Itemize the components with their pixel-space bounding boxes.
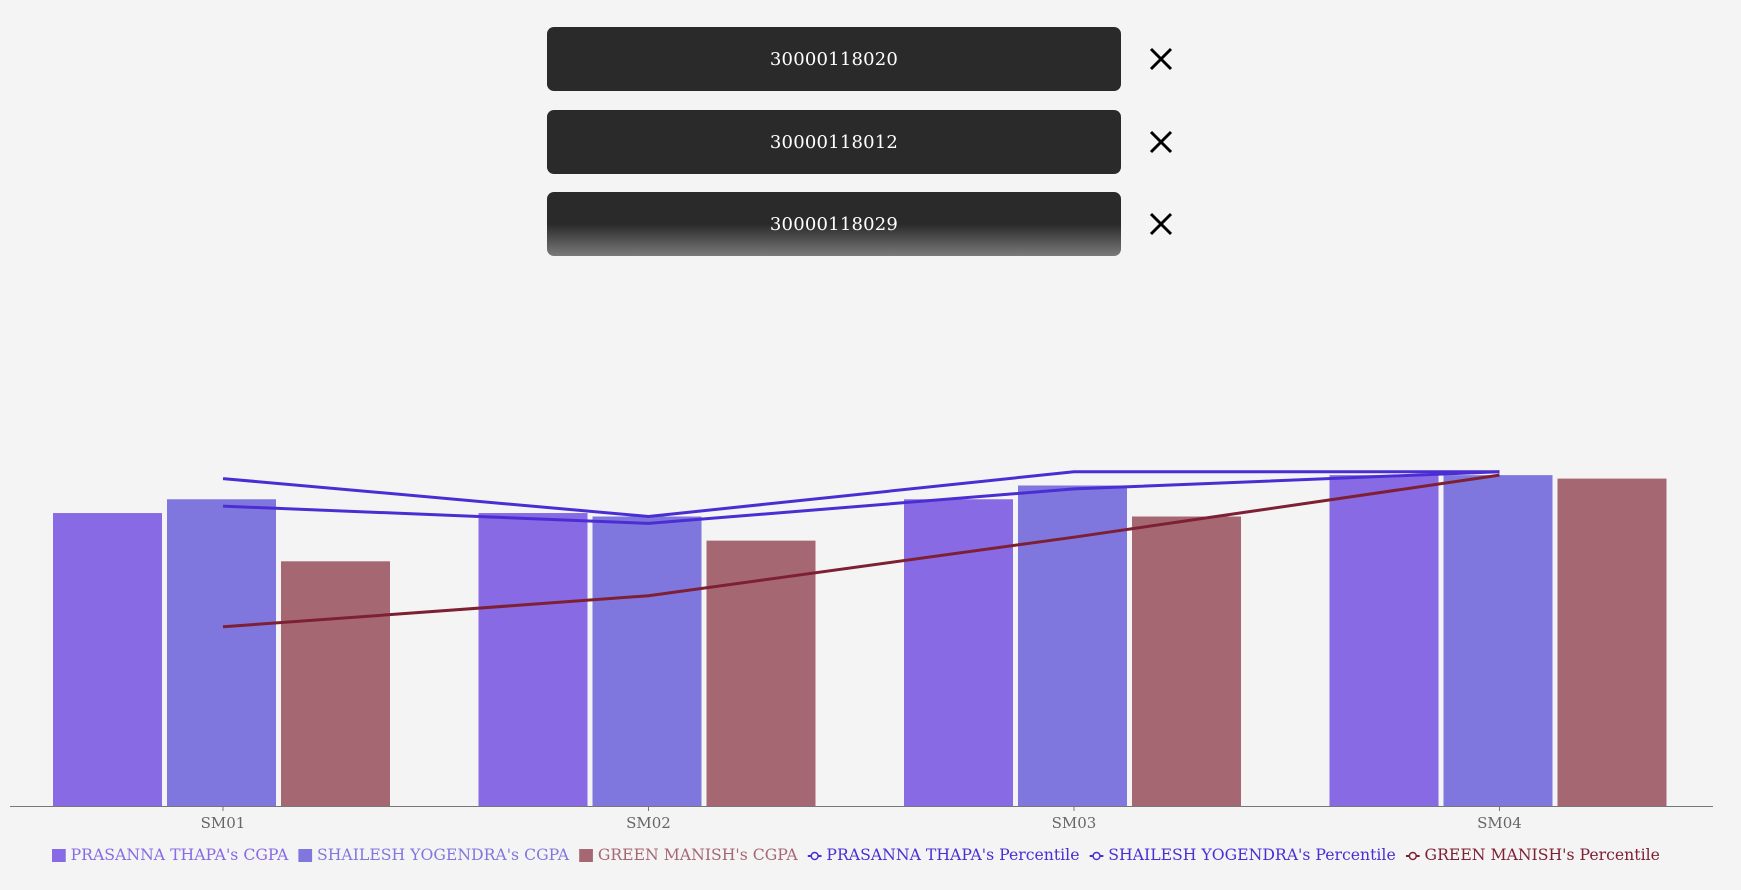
x-tick-label: SM03 [1052, 814, 1097, 832]
percentile-line-2 [222, 470, 1500, 525]
student-id-field[interactable]: 30000118020 [547, 27, 1121, 91]
bar-1-sm03 [904, 499, 1013, 806]
x-tick-label: SM04 [1477, 814, 1522, 832]
legend-label: PRASANNA THAPA's CGPA [71, 845, 289, 864]
id-row-1: 30000118020 [547, 27, 1187, 91]
legend-swatch [52, 849, 66, 862]
legend-label: PRASANNA THAPA's Percentile [826, 845, 1079, 864]
legend-marker [1408, 851, 1417, 861]
close-icon[interactable] [1143, 41, 1179, 77]
bar-1-sm01 [53, 513, 162, 806]
x-tick-label: SM01 [201, 814, 246, 832]
bar-2-sm04 [1443, 475, 1553, 806]
bar-1-sm02 [478, 513, 588, 806]
bar-2-sm03 [1018, 485, 1127, 806]
legend-marker [1092, 851, 1101, 861]
legend-swatch [579, 849, 593, 862]
bar-2-sm02 [592, 516, 702, 806]
legend-label: GREEN MANISH's CGPA [598, 845, 798, 864]
id-row-3: 30000118029 [547, 192, 1187, 256]
legend-label: SHAILESH YOGENDRA's CGPA [317, 845, 570, 864]
id-row-2: 30000118012 [547, 110, 1187, 174]
close-icon[interactable] [1143, 124, 1179, 160]
bar-3-sm01 [281, 561, 390, 806]
legend-marker [810, 851, 819, 861]
legend-label: SHAILESH YOGENDRA's Percentile [1108, 845, 1395, 864]
legend-label: GREEN MANISH's Percentile [1425, 845, 1660, 864]
legend-swatch [298, 849, 313, 862]
x-tick-label: SM02 [626, 814, 671, 832]
bar-3-sm04 [1557, 478, 1667, 806]
student-id-field[interactable]: 30000118029 [547, 192, 1121, 256]
bar-1-sm04 [1329, 475, 1439, 806]
bar-2-sm01 [167, 499, 276, 806]
bar-3-sm03 [1132, 516, 1241, 806]
student-id-field[interactable]: 30000118012 [547, 110, 1121, 174]
percentile-line-3 [222, 473, 1500, 629]
comparison-chart: SM01 SM02 SM03 SM04 PRASANNA THAPA's CGPA SHA… [10, 470, 1713, 864]
percentile-line-1 [222, 470, 1500, 518]
close-icon[interactable] [1143, 206, 1179, 242]
